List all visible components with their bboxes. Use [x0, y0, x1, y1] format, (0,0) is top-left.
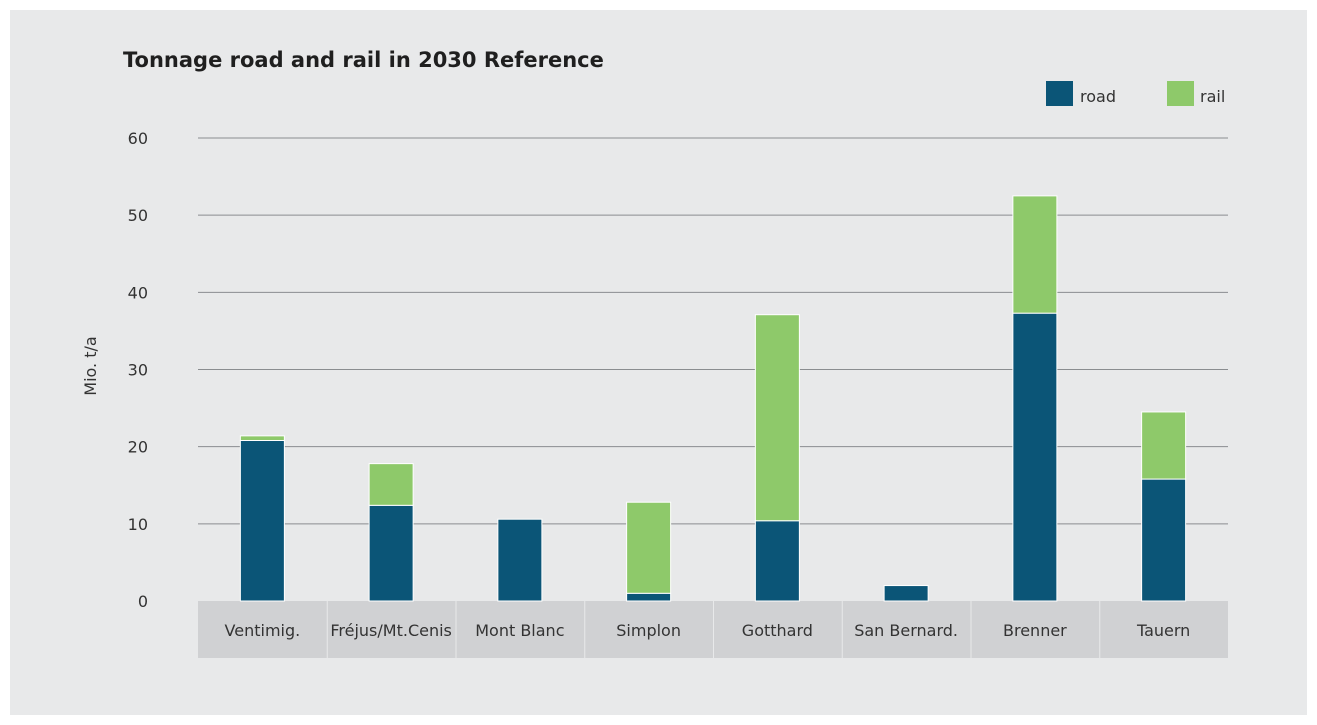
legend-label-rail: rail: [1200, 87, 1225, 106]
legend-swatch-rail: [1167, 81, 1194, 106]
bar-road-3: [626, 592, 672, 602]
category-label-2: Mont Blanc: [475, 621, 564, 640]
category-cell: [585, 601, 713, 658]
category-label-1: Fréjus/Mt.Cenis: [330, 621, 452, 640]
category-label-7: Tauern: [1136, 621, 1190, 640]
category-label-4: Gotthard: [742, 621, 813, 640]
bar-rail-1: [368, 463, 414, 506]
bar-rail-7: [1141, 411, 1187, 480]
category-label-6: Brenner: [1003, 621, 1067, 640]
category-cell: [971, 601, 1100, 658]
bar-road-7: [1141, 478, 1187, 602]
y-tick-label-50: 50: [128, 206, 148, 225]
gridlines: [198, 137, 1228, 525]
bar-road-2: [497, 518, 543, 602]
category-labels: Ventimig. Fréjus/Mt.Cenis Mont Blanc Simplo…: [225, 621, 1191, 640]
y-tick-label-20: 20: [128, 438, 148, 457]
chart-panel: Tonnage road and rail in 2030 Reference …: [10, 10, 1307, 715]
bar-rail-0: [239, 435, 285, 441]
y-tick-label-40: 40: [128, 283, 148, 302]
category-label-3: Simplon: [616, 621, 681, 640]
y-tick-label-30: 30: [128, 361, 148, 380]
category-cell: [1100, 601, 1228, 658]
category-cell: [456, 601, 585, 658]
category-cell: [714, 601, 842, 658]
category-band: [198, 601, 1228, 658]
bar-road-0: [239, 439, 285, 602]
category-label-5: San Bernard.: [854, 621, 958, 640]
bar-rail-6: [1012, 195, 1058, 314]
bar-road-4: [754, 520, 800, 602]
legend-label-road: road: [1080, 87, 1116, 106]
y-axis-label: Mio. t/a: [81, 336, 100, 395]
bars: [239, 195, 1187, 602]
bar-road-6: [1012, 312, 1058, 602]
legend: road rail: [1046, 81, 1225, 106]
category-cell: [327, 601, 456, 658]
bar-rail-4: [754, 314, 800, 522]
category-label-0: Ventimig.: [225, 621, 301, 640]
bar-road-1: [368, 504, 414, 602]
legend-swatch-road: [1046, 81, 1073, 106]
chart-title: Tonnage road and rail in 2030 Reference: [123, 48, 604, 72]
bar-road-5: [883, 585, 929, 602]
chart-svg: Tonnage road and rail in 2030 Reference …: [81, 48, 1228, 658]
bar-rail-3: [626, 501, 672, 594]
y-tick-label-60: 60: [128, 129, 148, 148]
y-tick-labels: 0 10 20 30 40 50 60: [128, 129, 148, 611]
y-tick-label-0: 0: [138, 592, 148, 611]
y-tick-label-10: 10: [128, 515, 148, 534]
category-cell: [842, 601, 971, 658]
category-cell: [198, 601, 327, 658]
